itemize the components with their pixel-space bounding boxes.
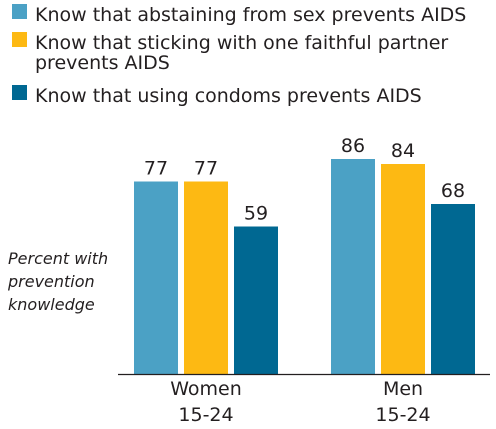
legend: Know that abstaining from sex prevents A… bbox=[12, 4, 466, 107]
value-labels: 77 77 59 86 84 68 bbox=[144, 135, 465, 225]
y-axis-label-line: knowledge bbox=[8, 295, 95, 314]
value-label-2-2: 84 bbox=[391, 140, 415, 162]
bar-1-1 bbox=[134, 181, 178, 374]
y-axis-label: Percent with prevention knowledge bbox=[7, 249, 108, 314]
category-label-1: Women bbox=[170, 378, 242, 400]
category-label-2: Men bbox=[383, 378, 423, 400]
legend-label-3: Know that using condoms prevents AIDS bbox=[35, 85, 422, 107]
bars bbox=[134, 159, 475, 374]
value-label-1-2: 77 bbox=[194, 158, 218, 180]
bar-1-2 bbox=[184, 181, 228, 374]
value-label-1-3: 59 bbox=[244, 203, 268, 225]
category-labels: Women 15-24 Men 15-24 bbox=[170, 378, 430, 426]
legend-swatch-1 bbox=[12, 4, 27, 19]
legend-label-2: Know that sticking with one faithful par… bbox=[35, 32, 448, 54]
bar-2-2 bbox=[381, 164, 425, 374]
legend-label-1: Know that abstaining from sex prevents A… bbox=[35, 4, 466, 26]
value-label-1-1: 77 bbox=[144, 158, 168, 180]
legend-label-2: prevents AIDS bbox=[35, 52, 170, 74]
y-axis-label-line: Percent with bbox=[8, 249, 108, 268]
value-label-2-3: 68 bbox=[441, 180, 465, 202]
y-axis-label-line: prevention bbox=[7, 272, 95, 291]
bar-2-3 bbox=[431, 204, 475, 374]
legend-swatch-2 bbox=[12, 32, 27, 47]
bar-2-1 bbox=[331, 159, 375, 374]
category-label-1: 15-24 bbox=[178, 404, 233, 426]
legend-swatch-3 bbox=[12, 85, 27, 100]
bar-1-3 bbox=[234, 226, 278, 374]
category-label-2: 15-24 bbox=[375, 404, 430, 426]
value-label-2-1: 86 bbox=[341, 135, 365, 157]
